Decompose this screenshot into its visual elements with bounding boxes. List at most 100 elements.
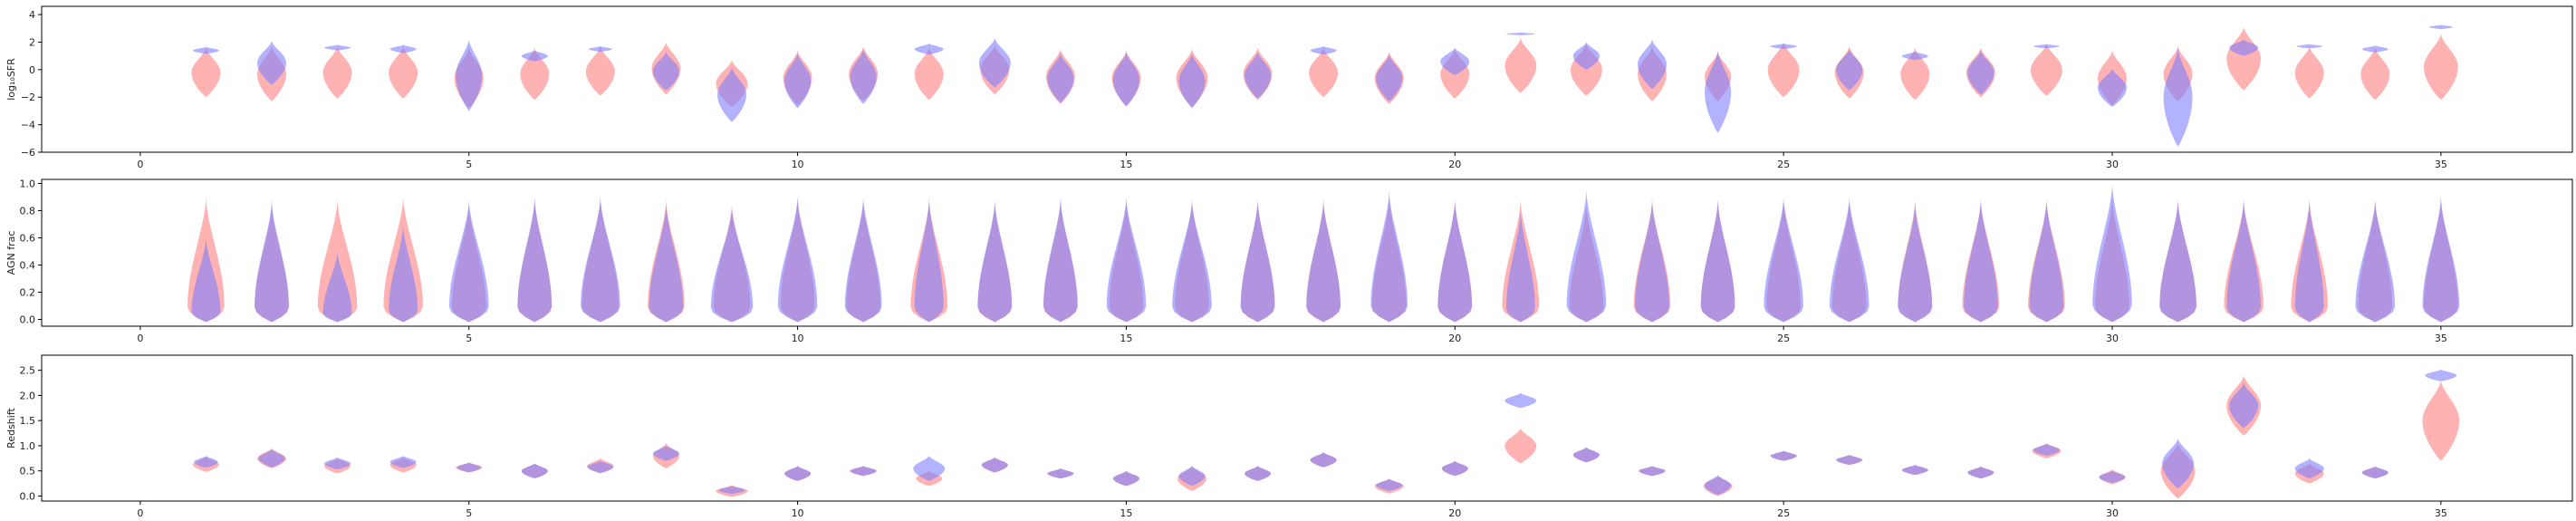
x-tick-label: 5 [466,507,472,519]
y-tick-label: −6 [21,147,35,159]
violin-series-2 [1770,43,1797,50]
x-tick-label: 20 [1448,333,1461,344]
violin-series-2 [1112,52,1139,107]
violin-series-2 [1306,199,1341,323]
violin-series-2 [1964,199,1998,323]
y-axis-label: AGN frac [5,231,17,275]
x-tick-label: 15 [1120,507,1132,519]
violin-series-1 [914,47,944,101]
violin-series-2 [1705,50,1732,133]
panel-2: 1.0 0.8 0.6 0.4 0.2 0.0 0 5 10 15 20 25 30 35 AGN frac [5,178,2573,344]
violin-series-2 [521,463,548,478]
violin-series-1 [1767,42,1800,98]
violin-series-2 [2229,382,2259,429]
violin-series-2 [914,43,944,55]
violin-series-1 [2226,26,2261,91]
violin-series-2 [2099,470,2126,483]
violin-series-2 [1635,199,1669,323]
violin-series-2 [2033,443,2060,456]
x-tick-label: 0 [137,507,143,519]
violin-series-2 [1240,199,1275,323]
violin-series-2 [2033,43,2060,49]
violin-series-2 [1638,39,1667,90]
x-tick-label: 10 [792,333,804,344]
violin-series-2 [1901,52,1928,61]
violin-series-1 [322,46,352,99]
violin-series-1 [2422,380,2460,461]
violin-series-2 [255,199,289,323]
axes-frame [41,5,2573,153]
y-tick-label: 0.0 [20,314,36,326]
violin-series-2 [2425,369,2457,381]
violin-series-2 [1245,466,1272,481]
y-tick-label: 0.5 [20,466,36,478]
violin-series-2 [588,46,612,53]
x-tick-label: 5 [466,333,472,344]
violin-series-2 [718,486,745,495]
y-axis-label: log₁₀SFR [5,58,17,101]
violin-series-2 [1043,197,1078,323]
violin-series-2 [389,44,417,53]
violin-series-2 [1705,475,1732,496]
violin-series-2 [1376,54,1403,101]
violin-series-1 [1504,37,1537,93]
x-tick-label: 15 [1120,159,1132,170]
x-tick-label: 25 [1777,159,1790,170]
violin-series-2 [914,197,944,323]
y-tick-label: 2.0 [20,390,36,401]
y-tick-label: 0 [29,64,35,76]
violin-series-2 [710,207,754,323]
x-tick-label: 15 [1120,333,1132,344]
violin-series-2 [581,197,620,323]
violin-series-2 [1505,210,1535,323]
violin-series-2 [1047,468,1074,478]
violin-series-2 [850,49,877,104]
x-tick-label: 25 [1777,333,1790,344]
violin-series-2 [2361,45,2389,53]
violin-series-2 [2422,197,2460,323]
y-tick-label: −2 [21,92,35,103]
y-tick-label: 0.6 [20,233,36,245]
y-tick-label: −4 [21,120,35,131]
violin-series-2 [1441,460,1468,477]
violin-series-1 [389,46,418,99]
violin-series-1 [2424,34,2458,101]
violin-series-2 [652,445,679,461]
y-tick-label: 1.0 [20,440,36,452]
violin-series-1 [2031,43,2062,96]
violin-series-1 [2294,46,2324,99]
violin-series-1 [1900,47,1930,101]
y-tick-label: 0.8 [20,206,36,217]
y-tick-label: 0.0 [20,490,36,502]
x-tick-label: 10 [792,507,804,519]
y-tick-label: 2.5 [20,365,36,377]
violin-series-2 [1047,53,1074,103]
violin-series-2 [257,41,286,85]
violin-series-2 [1310,452,1337,468]
violin-series-2 [1572,42,1600,70]
violin-series-2 [784,466,812,481]
violin-series-2 [1967,50,1994,95]
violin-series-2 [1639,466,1666,477]
x-tick-label: 30 [2106,507,2119,519]
violin-series-2 [850,466,877,477]
violin-series-2 [389,224,418,323]
violin-series-2 [1376,478,1403,491]
violin-series-2 [1836,49,1863,91]
violin-series-2 [649,204,684,323]
x-tick-label: 0 [137,333,143,344]
violin-series-2 [517,197,553,323]
violin-series-2 [1370,190,1408,323]
x-tick-label: 30 [2106,333,2119,344]
x-tick-label: 20 [1448,507,1461,519]
violin-series-1 [1309,47,1339,98]
violin-series-2 [844,197,882,323]
violin-series-2 [2229,39,2259,56]
violin-series-2 [2163,47,2193,147]
violin-series-2 [1112,470,1139,487]
violin-series-2 [977,199,1013,323]
violin-series-2 [389,456,417,468]
violin-series-2 [191,237,221,323]
